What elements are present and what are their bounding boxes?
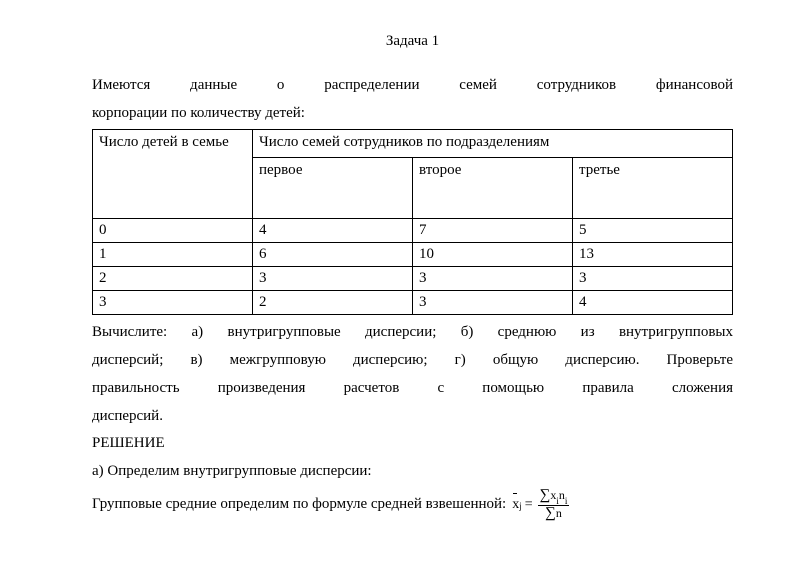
cell: 7 — [413, 219, 573, 243]
table-row: 2 3 3 3 — [93, 267, 733, 291]
cell: 3 — [93, 291, 253, 315]
den-n: n — [556, 506, 562, 520]
num-n: n — [559, 488, 565, 502]
header-left-cell: Число детей в семье — [93, 130, 253, 219]
sigma-icon: ∑ — [545, 505, 556, 521]
cell: 4 — [573, 291, 733, 315]
cell: 2 — [93, 267, 253, 291]
sigma-icon: ∑ — [540, 487, 551, 503]
cell: 2 — [253, 291, 413, 315]
cell: 3 — [413, 267, 573, 291]
equals-sign: = — [525, 492, 533, 518]
task-line-1: Вычислите: а) внутригрупповые дисперсии;… — [92, 319, 733, 347]
task-line-4: дисперсий. — [92, 403, 733, 431]
subhead-3: третье — [573, 158, 733, 219]
table-header-row: Число детей в семье Число семей сотрудни… — [93, 130, 733, 158]
cell: 4 — [253, 219, 413, 243]
page-container: Задача 1 Имеются данные о распределении … — [0, 0, 805, 521]
formula-line: Групповые средние определим по формуле с… — [92, 488, 733, 522]
subhead-1: первое — [253, 158, 413, 219]
cell: 3 — [253, 267, 413, 291]
cell: 3 — [573, 267, 733, 291]
xbar-subscript: j — [519, 498, 522, 515]
cell: 0 — [93, 219, 253, 243]
problem-title: Задача 1 — [92, 28, 733, 56]
fraction: ∑xini ∑n — [538, 488, 570, 522]
cell: 3 — [413, 291, 573, 315]
num-i1: i — [556, 496, 559, 506]
cell: 6 — [253, 243, 413, 267]
cell: 10 — [413, 243, 573, 267]
data-table: Число детей в семье Число семей сотрудни… — [92, 129, 733, 315]
fraction-numerator: ∑xini — [538, 488, 570, 505]
table-row: 0 4 7 5 — [93, 219, 733, 243]
formula-intro-text: Групповые средние определим по формуле с… — [92, 491, 506, 519]
task-line-3: правильность произведения расчетов с пом… — [92, 375, 733, 403]
fraction-denominator: ∑n — [543, 506, 564, 522]
item-a: а) Определим внутригрупповые дисперсии: — [92, 458, 733, 486]
solution-heading: РЕШЕНИЕ — [92, 430, 733, 458]
task-line-2: дисперсий; в) межгрупповую дисперсию; г)… — [92, 347, 733, 375]
cell: 5 — [573, 219, 733, 243]
header-right-cell: Число семей сотрудников по подразделения… — [253, 130, 733, 158]
table-row: 3 2 3 4 — [93, 291, 733, 315]
subhead-2: второе — [413, 158, 573, 219]
intro-line-2: корпорации по количеству детей: — [92, 100, 733, 128]
table-row: 1 6 10 13 — [93, 243, 733, 267]
cell: 13 — [573, 243, 733, 267]
intro-line-1: Имеются данные о распределении семей сот… — [92, 72, 733, 100]
formula-expression: xj = ∑xini ∑n — [512, 488, 569, 522]
cell: 1 — [93, 243, 253, 267]
